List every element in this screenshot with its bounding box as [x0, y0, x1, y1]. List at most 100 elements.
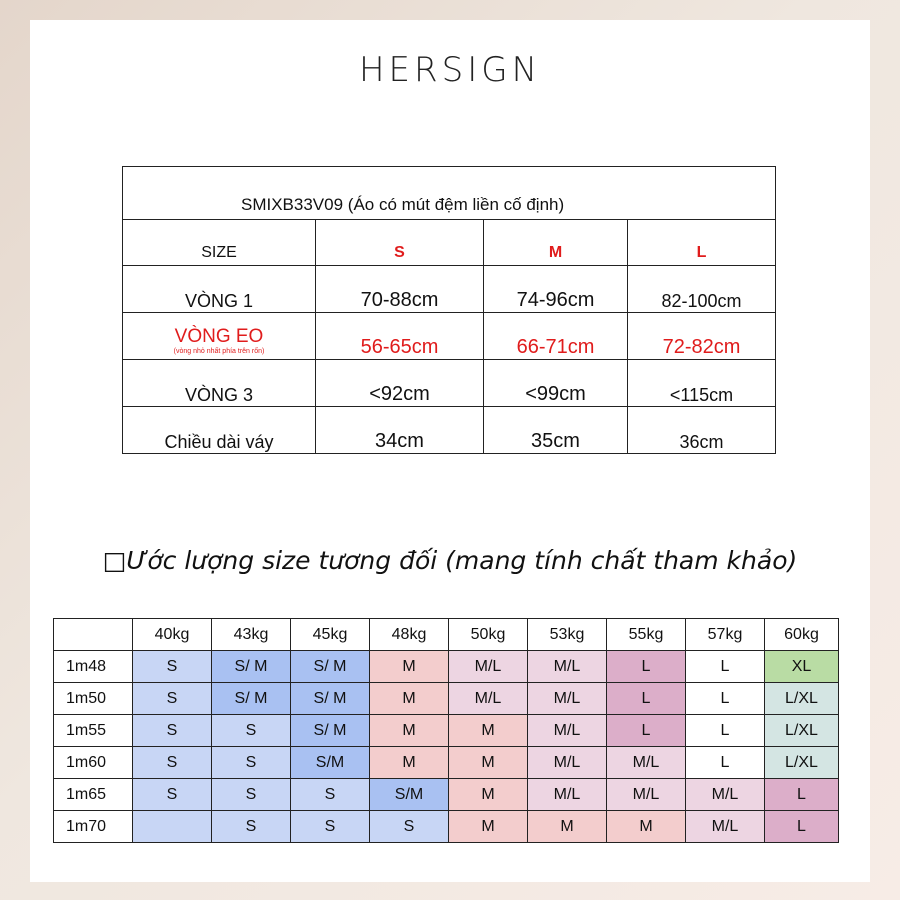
size-cell: L	[606, 650, 686, 683]
product-code: SMIXB33V09 (Áo có mút đệm liền cố định)	[122, 166, 776, 220]
size-cell: L	[685, 682, 765, 715]
size-cell: M	[369, 650, 449, 683]
size-header-l: L	[627, 219, 776, 266]
bust-label: VÒNG 1	[122, 265, 316, 313]
size-cell: S	[132, 650, 212, 683]
size-cell: L	[764, 810, 839, 843]
weight-header: 50kg	[448, 618, 528, 651]
weight-header: 53kg	[527, 618, 607, 651]
size-cell: L	[685, 746, 765, 779]
waist-label: VÒNG EO	[174, 326, 264, 347]
hip-l: <115cm	[627, 359, 776, 407]
waist-m: 66-71cm	[483, 312, 628, 360]
size-cell: M	[606, 810, 686, 843]
size-header-row: SIZE S M L	[122, 219, 776, 266]
height-row: 1m50 S S/ M S/ M M M/L M/L L L L/XL	[53, 682, 839, 715]
size-cell: S	[132, 714, 212, 747]
height-row: 1m60 S S S/M M M M/L M/L L L/XL	[53, 746, 839, 779]
size-header-m: M	[483, 219, 628, 266]
height-label: 1m60	[53, 746, 133, 779]
box-glyph-icon: □	[102, 546, 127, 575]
size-header-s: S	[315, 219, 484, 266]
brand-logo: HERSIGN	[358, 50, 542, 90]
size-cell: L/XL	[764, 682, 839, 715]
size-cell: M/L	[606, 746, 686, 779]
size-cell: L/XL	[764, 746, 839, 779]
size-cell: S/ M	[290, 714, 370, 747]
waist-label-cell: VÒNG EO (vòng nhỏ nhất phía trên rốn)	[122, 312, 316, 360]
size-estimate-grid: 40kg 43kg 45kg 48kg 50kg 53kg 55kg 57kg 60kg 1m48…	[53, 618, 839, 843]
height-row: 1m70 S S S M M M M/L L	[53, 810, 839, 843]
size-cell: M	[369, 746, 449, 779]
size-cell: M/L	[606, 778, 686, 811]
size-cell: S	[211, 778, 291, 811]
height-label: 1m65	[53, 778, 133, 811]
size-cell: L	[685, 650, 765, 683]
size-cell: M/L	[527, 682, 607, 715]
waist-s: 56-65cm	[315, 312, 484, 360]
weight-header: 55kg	[606, 618, 686, 651]
weight-header: 40kg	[132, 618, 212, 651]
size-cell: M/L	[527, 650, 607, 683]
size-cell: S/ M	[290, 682, 370, 715]
weight-header: 43kg	[211, 618, 291, 651]
hip-row: VÒNG 3 <92cm <99cm <115cm	[122, 359, 776, 407]
size-cell: S/M	[290, 746, 370, 779]
size-cell: L	[606, 714, 686, 747]
size-cell: M	[369, 714, 449, 747]
bust-s: 70-88cm	[315, 265, 484, 313]
size-cell: S	[290, 810, 370, 843]
size-cell: S	[132, 746, 212, 779]
size-cell: L	[764, 778, 839, 811]
size-cell: L	[685, 714, 765, 747]
weight-header: 45kg	[290, 618, 370, 651]
length-row: Chiều dài váy 34cm 35cm 36cm	[122, 406, 776, 454]
grid-corner	[53, 618, 133, 651]
size-cell: S	[290, 778, 370, 811]
size-header-label: SIZE	[122, 219, 316, 266]
estimate-title-text: Ước lượng size tương đối (mang tính chất…	[126, 546, 798, 575]
size-cell: S/ M	[211, 650, 291, 683]
size-cell: S	[211, 810, 291, 843]
size-cell: S	[132, 778, 212, 811]
size-cell: S/M	[369, 778, 449, 811]
product-code-row: SMIXB33V09 (Áo có mút đệm liền cố định)	[122, 166, 776, 220]
size-cell: M	[448, 714, 528, 747]
length-label: Chiều dài váy	[122, 406, 316, 454]
estimate-title: □Ước lượng size tương đối (mang tính chấ…	[0, 546, 900, 575]
size-chart-table: SMIXB33V09 (Áo có mút đệm liền cố định) …	[122, 166, 776, 454]
height-row: 1m48 S S/ M S/ M M M/L M/L L L XL	[53, 650, 839, 683]
length-l: 36cm	[627, 406, 776, 454]
size-cell: M/L	[527, 746, 607, 779]
bust-l: 82-100cm	[627, 265, 776, 313]
size-cell: M/L	[448, 650, 528, 683]
size-cell: M	[448, 778, 528, 811]
size-cell: M	[369, 682, 449, 715]
size-cell: M/L	[527, 778, 607, 811]
hip-m: <99cm	[483, 359, 628, 407]
size-cell: L	[606, 682, 686, 715]
size-cell: M	[448, 746, 528, 779]
size-cell: M	[527, 810, 607, 843]
size-cell: M/L	[448, 682, 528, 715]
bust-row: VÒNG 1 70-88cm 74-96cm 82-100cm	[122, 265, 776, 313]
size-cell	[132, 810, 212, 843]
weight-header-row: 40kg 43kg 45kg 48kg 50kg 53kg 55kg 57kg 60kg	[53, 618, 839, 651]
height-label: 1m70	[53, 810, 133, 843]
height-label: 1m50	[53, 682, 133, 715]
hip-label: VÒNG 3	[122, 359, 316, 407]
length-m: 35cm	[483, 406, 628, 454]
waist-row: VÒNG EO (vòng nhỏ nhất phía trên rốn) 56…	[122, 312, 776, 360]
weight-header: 60kg	[764, 618, 839, 651]
bust-m: 74-96cm	[483, 265, 628, 313]
size-cell: L/XL	[764, 714, 839, 747]
size-cell: S/ M	[290, 650, 370, 683]
size-cell: M/L	[685, 810, 765, 843]
height-label: 1m55	[53, 714, 133, 747]
size-cell: XL	[764, 650, 839, 683]
height-label: 1m48	[53, 650, 133, 683]
size-cell: S/ M	[211, 682, 291, 715]
weight-header: 48kg	[369, 618, 449, 651]
hip-s: <92cm	[315, 359, 484, 407]
size-cell: M/L	[527, 714, 607, 747]
